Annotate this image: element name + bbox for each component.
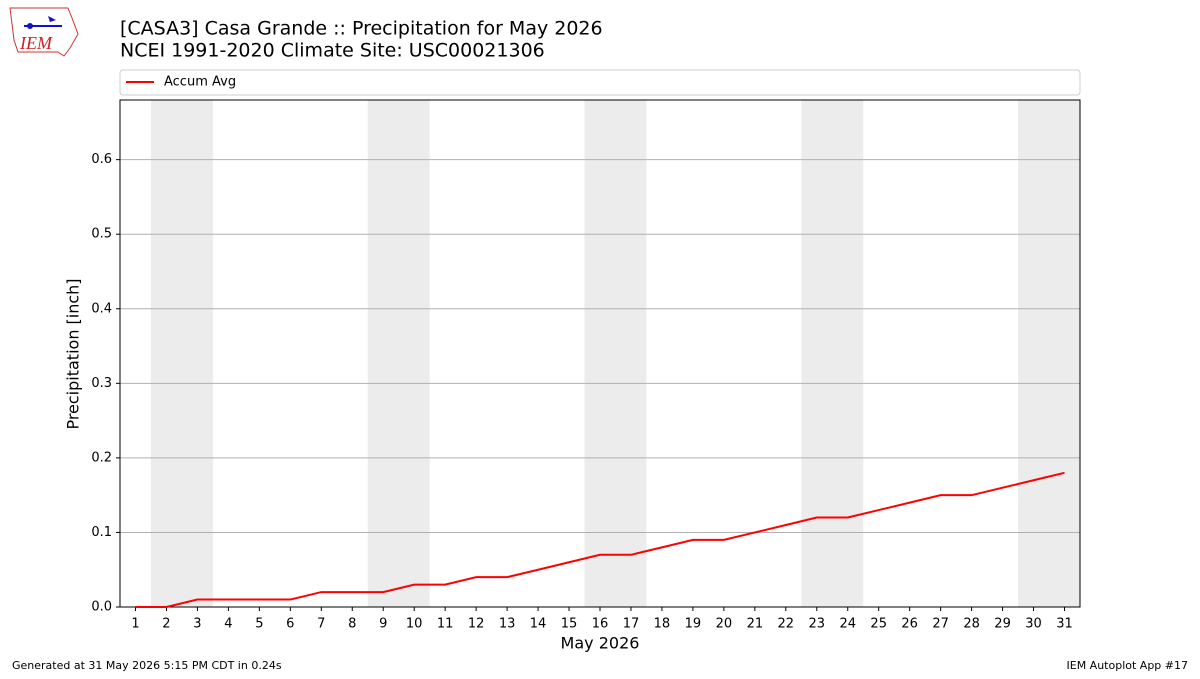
y-tick-label: 0.0 — [91, 600, 112, 615]
x-tick-label: 7 — [317, 617, 325, 632]
y-tick-label: 0.3 — [91, 376, 112, 391]
x-tick-label: 6 — [286, 617, 294, 632]
x-tick-label: 22 — [778, 617, 795, 632]
chart-subtitle: NCEI 1991-2020 Climate Site: USC00021306 — [120, 40, 545, 62]
legend-label: Accum Avg — [164, 75, 236, 90]
x-tick-label: 13 — [499, 617, 516, 632]
x-tick-label: 30 — [1025, 617, 1042, 632]
x-tick-label: 26 — [901, 617, 918, 632]
y-tick-label: 0.4 — [91, 301, 112, 316]
x-tick-label: 23 — [809, 617, 826, 632]
weekend-shade — [801, 100, 864, 607]
weekend-shade — [1018, 100, 1080, 607]
x-tick-label: 14 — [530, 617, 547, 632]
x-tick-label: 29 — [994, 617, 1011, 632]
footer-left: Generated at 31 May 2026 5:15 PM CDT in … — [12, 659, 282, 672]
y-tick-label: 0.6 — [91, 152, 112, 167]
chart-title: [CASA3] Casa Grande :: Precipitation for… — [120, 18, 603, 40]
x-tick-label: 21 — [747, 617, 764, 632]
weekend-shade — [150, 100, 213, 607]
x-tick-label: 24 — [839, 617, 856, 632]
legend-box — [119, 69, 1081, 96]
x-tick-label: 1 — [131, 617, 139, 632]
x-tick-label: 11 — [437, 617, 454, 632]
x-tick-label: 16 — [592, 617, 609, 632]
x-tick-label: 27 — [932, 617, 949, 632]
x-axis-label: May 2026 — [561, 634, 640, 653]
logo-text: IEM — [19, 33, 53, 53]
x-tick-label: 20 — [716, 617, 733, 632]
y-axis-label: Precipitation [inch] — [64, 278, 83, 429]
x-tick-label: 5 — [255, 617, 263, 632]
y-tick-label: 0.2 — [91, 450, 112, 465]
x-tick-label: 19 — [685, 617, 702, 632]
y-tick-label: 0.1 — [91, 525, 112, 540]
weekend-shade — [367, 100, 430, 607]
x-tick-label: 2 — [162, 617, 170, 632]
x-tick-label: 15 — [561, 617, 578, 632]
x-tick-label: 12 — [468, 617, 485, 632]
x-tick-label: 17 — [623, 617, 640, 632]
data-line — [135, 471, 1065, 608]
plot-frame — [119, 99, 1081, 608]
weekend-shade — [584, 100, 647, 607]
footer-right: IEM Autoplot App #17 — [1067, 659, 1189, 672]
y-tick-label: 0.5 — [91, 227, 112, 242]
x-tick-label: 9 — [379, 617, 387, 632]
x-tick-label: 3 — [193, 617, 201, 632]
logo: IEM — [9, 7, 79, 57]
x-tick-label: 10 — [406, 617, 423, 632]
x-tick-label: 8 — [348, 617, 356, 632]
x-tick-label: 4 — [224, 617, 232, 632]
x-tick-label: 31 — [1056, 617, 1073, 632]
x-tick-label: 18 — [654, 617, 671, 632]
x-tick-label: 28 — [963, 617, 980, 632]
x-tick-label: 25 — [870, 617, 887, 632]
